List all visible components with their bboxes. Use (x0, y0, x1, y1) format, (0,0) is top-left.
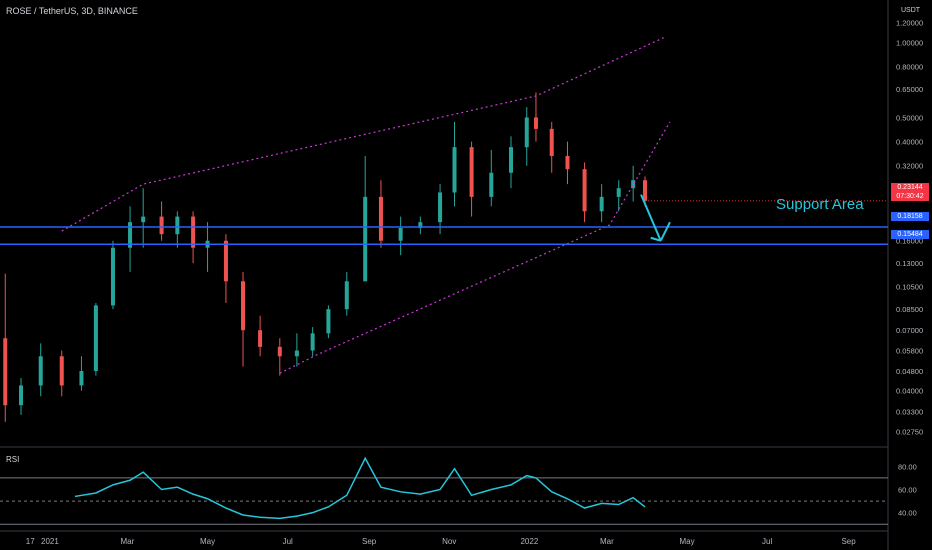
time-tick-label: May (679, 537, 694, 546)
price-tick-label: 0.32000 (896, 162, 923, 171)
current-price-value: 0.23144 (897, 184, 923, 191)
support-lines-layer (0, 194, 888, 246)
price-tick-label: 0.07000 (896, 326, 923, 335)
chart-grid (0, 0, 889, 550)
price-tick-label: 0.80000 (896, 63, 923, 72)
candle-body (93, 305, 98, 372)
candle-body (469, 147, 474, 197)
candle-body (524, 117, 529, 148)
candle-body (452, 147, 457, 193)
projection-arrow-shaft (640, 194, 662, 242)
candle-body (565, 156, 570, 170)
time-tick-label: 2021 (41, 537, 59, 546)
rsi-tick-label: 40.00 (898, 509, 917, 518)
trendlines-layer (61, 36, 671, 374)
candle-body (79, 371, 84, 386)
candle-body (241, 281, 246, 331)
rsi-tick-label: 60.00 (898, 486, 917, 495)
axes-layer: 1.20000 1.00000 0.80000 0.65000 0.50000 0.400… (26, 19, 923, 546)
chart-title: ROSE / TetherUS, 3D, BINANCE (6, 6, 138, 16)
candle-body (582, 169, 587, 212)
price-tick-label: 0.08500 (896, 305, 923, 314)
support-level-tag-lower: 0.15484 (891, 230, 929, 239)
time-tick-label: Sep (362, 537, 377, 546)
candle-body (549, 128, 554, 157)
price-tick-label: 0.02750 (896, 427, 923, 436)
price-tick-label: 0.13000 (896, 259, 923, 268)
projection-arrow-head (650, 236, 662, 242)
price-tick-label: 0.03300 (896, 408, 923, 417)
price-tick-label: 0.04000 (896, 387, 923, 396)
channel-line-upper (61, 36, 665, 232)
price-tick-label: 0.16000 (896, 237, 923, 246)
candle-body (631, 180, 636, 189)
candle-body (128, 222, 133, 248)
price-tick-label: 1.00000 (896, 38, 923, 47)
bar-countdown: 07:30:42 (896, 193, 924, 200)
channel-line-lower (279, 121, 671, 374)
price-tick-label: 1.20000 (896, 19, 923, 28)
candle-body (258, 330, 263, 347)
candle-body (110, 247, 115, 306)
candle-body (344, 281, 349, 310)
time-tick-label: May (200, 537, 215, 546)
candle-body (294, 350, 299, 357)
candle-body (3, 338, 8, 406)
candle-body (223, 240, 228, 282)
rsi-line (74, 456, 646, 520)
support-area-annotation: Support Area (776, 196, 864, 213)
time-tick-label: Sep (841, 537, 856, 546)
time-tick-label: 2022 (520, 537, 538, 546)
candle-body (326, 309, 331, 334)
candles-layer (3, 92, 647, 422)
candle-body (363, 196, 368, 282)
candle-body (59, 356, 64, 386)
candle-body (489, 172, 494, 197)
candle-body (533, 117, 538, 129)
rsi-label: RSI (6, 455, 20, 464)
candle-body (378, 196, 383, 241)
candle-body (277, 346, 282, 357)
candle-body (141, 216, 146, 223)
candle-body (438, 192, 443, 223)
candle-body (599, 196, 604, 212)
candle-body (398, 228, 403, 241)
projection-arrow-rebound (659, 221, 671, 242)
time-tick-label: 17 (26, 537, 35, 546)
candle-body (38, 356, 43, 386)
candle-body (159, 216, 164, 235)
time-tick-label: Jul (283, 537, 293, 546)
candle-body (642, 180, 647, 201)
time-tick-label: Mar (600, 537, 614, 546)
price-tick-label: 0.40000 (896, 138, 923, 147)
price-tick-label: 0.05800 (896, 347, 923, 356)
price-tick-label: 0.04800 (896, 367, 923, 376)
candle-body (310, 333, 315, 351)
current-price-tag: 0.23144 07:30:42 (891, 183, 929, 201)
candle-body (191, 216, 196, 248)
time-tick-label: Mar (121, 537, 135, 546)
candle-body (508, 147, 513, 173)
support-level-tag-upper: 0.18158 (891, 212, 929, 221)
time-tick-label: Nov (442, 537, 456, 546)
price-tick-label: 0.50000 (896, 113, 923, 122)
rsi-tick-label: 80.00 (898, 462, 917, 471)
rsi-pane (0, 456, 888, 525)
time-tick-label: Jul (762, 537, 772, 546)
candle-body (418, 222, 423, 228)
price-tick-label: 0.65000 (896, 85, 923, 94)
candle-body (19, 385, 24, 406)
candle-body (616, 188, 621, 197)
price-tick-label: 0.10500 (896, 282, 923, 291)
price-unit-label: USDT (901, 7, 921, 14)
candle-body (175, 216, 180, 235)
